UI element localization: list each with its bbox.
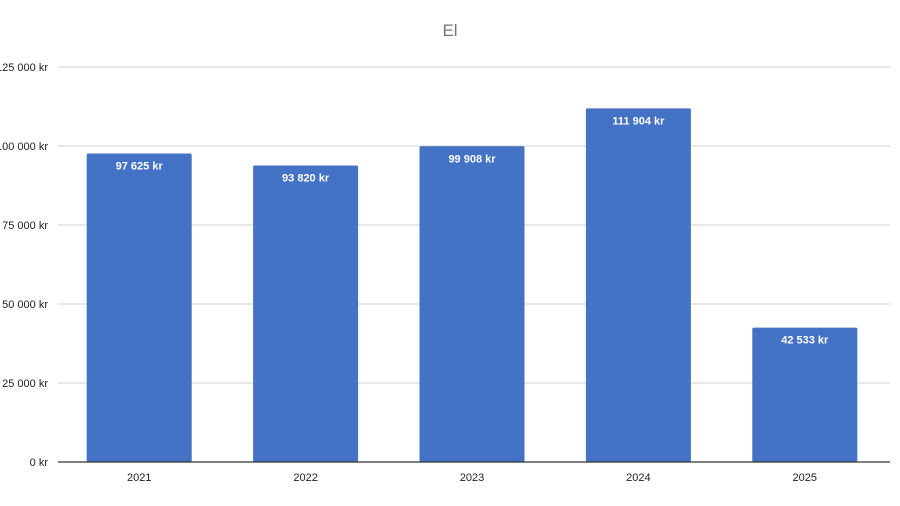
bar-2024 [585,108,691,462]
x-tick-label-2023: 2023 [460,472,484,484]
data-label-2021: 97 625 kr [116,161,164,173]
y-tick-label: 100 000 kr [0,141,48,153]
x-tick-label-2024: 2024 [626,472,650,484]
chart-title: El [442,21,457,40]
y-tick-label: 25 000 kr [2,378,48,390]
bar-2022 [253,165,359,462]
bar-2025 [752,327,858,462]
y-tick-label: 125 000 kr [0,62,48,74]
y-tick-label: 50 000 kr [2,299,48,311]
y-axis-tick-labels: 0 kr 25 000 kr 50 000 kr 75 000 kr 100 000 k… [0,62,48,469]
x-tick-label-2021: 2021 [127,472,151,484]
y-tick-label: 0 kr [30,457,49,469]
x-axis-tick-labels: 2021 2022 2023 2024 2025 [127,472,817,484]
bar-2021 [86,153,192,462]
data-label-2024: 111 904 kr [612,115,665,127]
data-labels: 97 625 kr 93 820 kr 99 908 kr 111 904 kr 42 … [116,115,829,346]
x-tick-label-2025: 2025 [793,472,817,484]
bars [86,108,858,463]
x-tick-label-2022: 2022 [293,472,317,484]
data-label-2025: 42 533 kr [781,335,829,347]
data-label-2022: 93 820 kr [282,173,330,185]
y-tick-label: 75 000 kr [2,220,48,232]
data-label-2023: 99 908 kr [448,153,496,165]
bar-2023 [419,146,525,463]
